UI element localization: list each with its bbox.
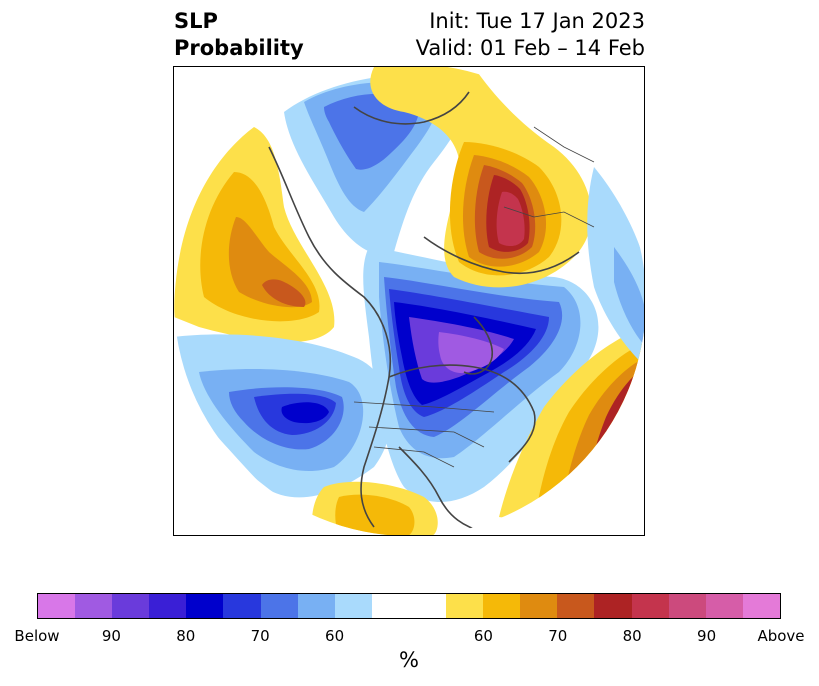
colorbar-swatch <box>483 594 521 618</box>
europe-below-region <box>587 167 644 367</box>
east-pacific-below-region <box>174 334 392 498</box>
colorbar-tick-label: 80 <box>176 627 196 645</box>
colorbar-swatch <box>149 594 187 618</box>
colorbar-swatch <box>742 594 780 618</box>
colorbar-swatch <box>446 594 484 618</box>
gulf-above-region <box>312 481 438 535</box>
colorbar-swatch <box>260 594 298 618</box>
colorbar-swatch <box>668 594 706 618</box>
borders <box>353 126 595 468</box>
map-panel <box>173 66 645 536</box>
colorbar-swatch <box>520 594 558 618</box>
colorbar-tick-label: 70 <box>250 627 270 645</box>
colorbar-tick-label: 90 <box>101 627 121 645</box>
colorbar-swatch <box>371 594 409 618</box>
map-dates: Init: Tue 17 Jan 2023 Valid: 01 Feb – 14… <box>416 8 645 62</box>
colorbar-unit: % <box>399 648 419 672</box>
pacific-above-region <box>174 127 335 343</box>
title-product: Probability <box>174 36 304 60</box>
init-date: Init: Tue 17 Jan 2023 <box>429 9 645 33</box>
colorbar-swatch <box>186 594 224 618</box>
colorbar-swatch <box>75 594 113 618</box>
probability-map <box>174 67 644 535</box>
arctic-below-region <box>284 73 467 255</box>
colorbar-tick-label: 70 <box>548 627 568 645</box>
colorbar-swatch <box>38 594 76 618</box>
valid-period: Valid: 01 Feb – 14 Feb <box>415 36 645 60</box>
colorbar-tick-label: 60 <box>473 627 493 645</box>
colorbar-swatch <box>297 594 335 618</box>
colorbar <box>37 593 781 619</box>
colorbar-swatch <box>705 594 743 618</box>
map-title: SLP Probability <box>174 8 304 62</box>
colorbar-swatch <box>557 594 595 618</box>
colorbar-swatch <box>631 594 669 618</box>
colorbar-labels: Below 90 80 70 60 60 70 80 90 Above <box>14 627 804 647</box>
colorbar-tick-label: 60 <box>325 627 345 645</box>
colorbar-tick-label: 80 <box>622 627 642 645</box>
colorbar-swatch <box>223 594 261 618</box>
colorbar-tick-label: Above <box>757 627 805 645</box>
title-variable: SLP <box>174 9 218 33</box>
siberia-above-region <box>370 67 592 288</box>
colorbar-swatch <box>594 594 632 618</box>
colorbar-tick-label: 90 <box>697 627 717 645</box>
canada-below-region <box>363 247 599 502</box>
colorbar-swatch <box>112 594 150 618</box>
colorbar-tick-label: Below <box>14 627 60 645</box>
colorbar-swatch <box>334 594 372 618</box>
colorbar-swatch <box>408 594 447 618</box>
